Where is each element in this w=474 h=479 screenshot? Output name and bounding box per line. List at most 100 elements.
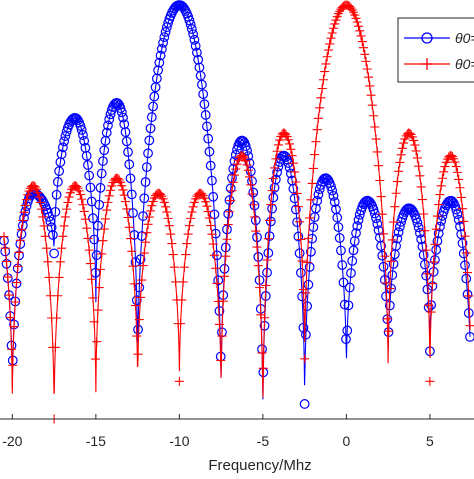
series-1-point [427,308,436,317]
series-1-point [45,273,54,282]
series-1-point [61,212,70,221]
series-1-point [457,193,466,202]
series-1-point [167,239,176,248]
series-1-point [308,179,317,188]
series-1-point [415,171,424,180]
series-1-point [425,377,434,386]
series-1-point [353,18,362,27]
series-1-point [311,137,320,146]
series-1-point [368,101,377,110]
series-1-point [393,177,402,186]
series-1-point [58,232,67,241]
series-1-point [119,185,128,194]
series-1-point [211,264,220,273]
series-1-point [162,208,171,217]
series-1-point [253,243,262,252]
series-1-point [398,144,407,153]
series-1-point [407,130,416,139]
series-1-point [106,186,115,195]
series-1-point [377,192,386,201]
series-1-point [222,235,231,244]
series-1-point [329,24,338,33]
series-1-point [170,263,179,272]
series-1-point [318,84,327,93]
series-1-point [161,202,170,211]
series-1-point [310,150,319,159]
series-1-point [98,236,107,245]
series-1-point [259,364,268,373]
series-1-point [414,162,423,171]
series-1-point [181,250,190,259]
series-1-point [0,232,9,241]
series-1-point [93,306,102,315]
series-1-point [428,279,437,288]
series-1-point [328,29,337,38]
series-1-point [254,261,263,270]
series-1-point [103,198,112,207]
series-1-point [43,257,52,266]
legend-label-red: θ0= [455,56,474,72]
series-1-point [121,197,130,206]
x-tick-label: -20 [2,433,22,449]
series-1-point [16,236,25,245]
series-1-point [374,161,383,170]
series-1-point [466,321,474,330]
series-1-point [373,147,382,156]
series-1-point [315,103,324,112]
series-1-point [202,202,211,211]
series-1-point [120,191,129,200]
series-1-point [365,81,374,90]
series-1-point [390,202,399,211]
series-1-point [417,182,426,191]
series-1-point [205,214,214,223]
series-1-point [53,291,62,300]
series-1-point [439,167,448,176]
series-1-point [3,272,12,281]
series-1-point [206,221,215,230]
series-1-point [455,183,464,192]
series-1-point [15,248,24,257]
series-1-point [330,19,339,28]
series-1-point [364,73,373,82]
series-1-point [136,293,145,302]
series-1-point [440,162,449,171]
series-1-point [274,140,283,149]
legend-label-blue: θ0= [455,30,474,46]
x-tick-label: 5 [426,433,434,449]
series-1-point [147,201,156,210]
series-1-point [395,158,404,167]
series-1-point [197,189,206,198]
series-1-point [86,259,95,268]
series-1-point [204,207,213,216]
series-1-point [62,205,71,214]
series-1-point [338,3,347,12]
series-1-point [122,204,131,213]
series-1-point [175,377,184,386]
series-1-point [166,230,175,239]
series-1-point [389,218,398,227]
series-1-point [300,354,309,363]
series-1-point [316,93,325,102]
series-1-point [177,295,186,304]
series-1-point [452,162,461,171]
series-1-point [355,26,364,35]
series-1-point [216,356,225,365]
series-1-point [68,183,77,192]
series-1-point [91,355,100,364]
series-1-point [186,214,195,223]
series-1-point [281,130,290,139]
series-1-point [80,207,89,216]
series-1-point [379,229,388,238]
series-1-point [134,350,143,359]
series-1-point [7,345,16,354]
series-1-point [438,174,447,183]
series-1-point [245,172,254,181]
series-1-point [325,39,334,48]
series-1-point [2,257,11,266]
series-1-point [255,283,264,292]
x-axis-label: Frequency/Mhz [208,457,311,474]
series-1-point [370,123,379,132]
series-1-point [321,59,330,68]
